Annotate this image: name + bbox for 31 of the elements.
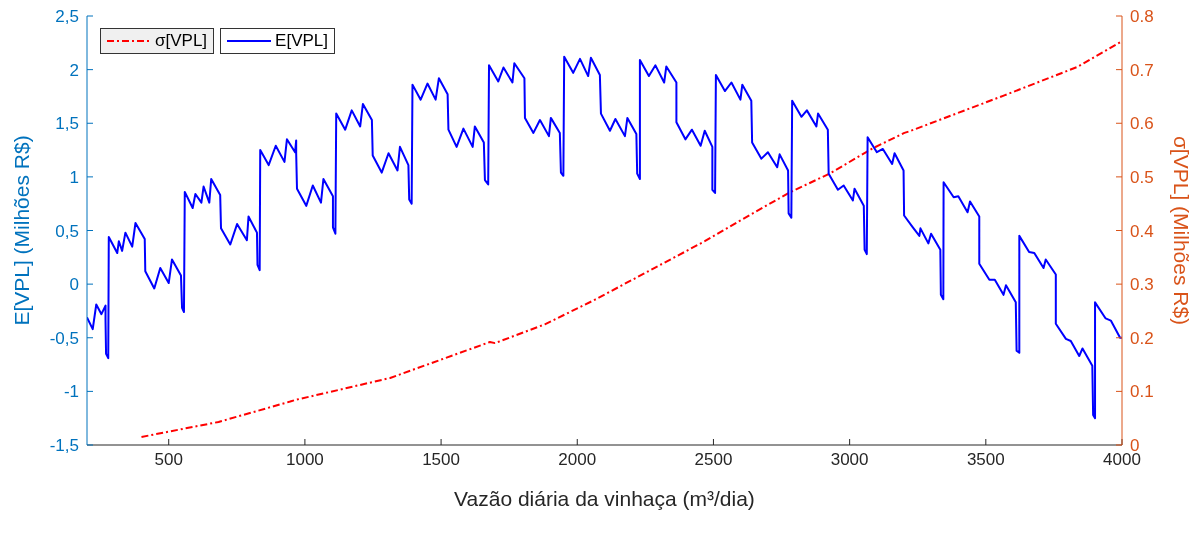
y2-tick-label: 0.1: [1130, 382, 1154, 402]
y2-tick-label: 0.5: [1130, 167, 1154, 187]
x-tick-label: 3500: [966, 450, 1005, 470]
y2-tick-label: 0.2: [1130, 328, 1154, 348]
y-tick-label: -0,5: [49, 328, 79, 348]
y-tick-label: 2,5: [55, 7, 79, 27]
y2-tick-label: 0.3: [1130, 275, 1154, 295]
y-tick-label: 0,5: [55, 221, 79, 241]
legend-label: σ[VPL]: [155, 31, 208, 51]
x-tick-label: 500: [154, 450, 183, 470]
y2-axis-title: σ[VPL] (Milhões R$): [1169, 135, 1193, 326]
legend-frame: E[VPL]: [220, 28, 335, 54]
x-tick-label: 2000: [558, 450, 597, 470]
legend-frame: σ[VPL]: [100, 28, 215, 54]
y2-tick-label: 0.6: [1130, 114, 1154, 134]
y-tick-label: -1,5: [49, 436, 79, 456]
x-tick-label: 2500: [694, 450, 733, 470]
y2-tick-label: 0.8: [1130, 7, 1154, 27]
y-tick-label: 1,5: [55, 114, 79, 134]
y-tick-label: -1: [63, 382, 79, 402]
y2-tick-label: 0.7: [1130, 60, 1154, 80]
y-tick-label: 0: [69, 275, 79, 295]
legend-label: E[VPL]: [275, 31, 328, 51]
y-tick-label: 2: [69, 60, 79, 80]
x-tick-label: 1500: [422, 450, 460, 470]
y-axis-title: E[VPL] (Milhões R$): [10, 135, 34, 326]
y-tick-label: 1: [69, 167, 79, 187]
x-tick-label: 3000: [830, 450, 869, 470]
y2-tick-label: 0.4: [1130, 221, 1154, 241]
x-tick-label: 1000: [285, 450, 324, 470]
x-axis-title: Vazão diária da vinhaça (m³/dia): [454, 487, 755, 510]
